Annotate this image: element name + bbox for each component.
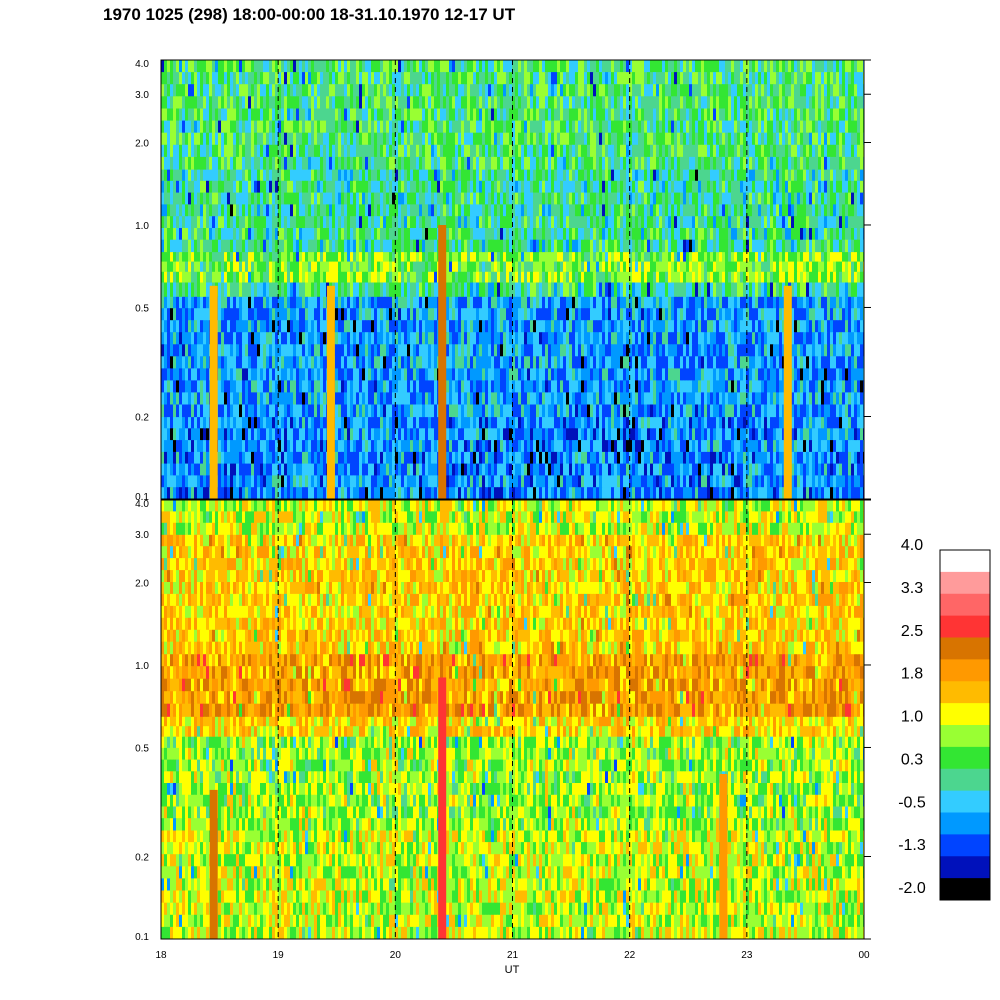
spectrogram-panel-2 xyxy=(160,499,865,940)
colorbar-label-1: 3.3 xyxy=(901,580,923,597)
spectrogram-panel-1 xyxy=(160,59,865,500)
y-tick-label-2-1: 0.2 xyxy=(135,853,149,864)
y-tick-label-2-0: 0.1 xyxy=(135,932,149,943)
colorbar-segment-5 xyxy=(940,659,990,682)
feature-streak-4 xyxy=(783,285,792,499)
colorbar-segment-11 xyxy=(940,790,990,813)
spectrogram-cells xyxy=(161,60,864,499)
colorbar-label-2: 2.5 xyxy=(901,623,923,640)
colorbar-segment-10 xyxy=(940,768,990,792)
colorbar-label-7: -1.3 xyxy=(898,837,926,854)
colorbar-label-0: 4.0 xyxy=(901,537,923,554)
x-tick-label-4: 22 xyxy=(624,950,636,961)
feature-streak-3 xyxy=(209,789,218,939)
y-tick-label-2-4: 2.0 xyxy=(135,578,149,589)
chart-title: 1970 1025 (298) 18:00-00:00 18-31.10.197… xyxy=(103,5,516,24)
colorbar-label-3: 1.8 xyxy=(901,666,923,683)
colorbar-segment-12 xyxy=(940,812,990,835)
x-tick-label-0: 18 xyxy=(155,950,167,961)
colorbar-segment-4 xyxy=(940,637,990,660)
y-tick-label-2-5: 3.0 xyxy=(135,530,149,541)
x-tick-label-6: 00 xyxy=(858,950,870,961)
colorbar-segment-13 xyxy=(940,834,990,857)
x-axis-label: UT xyxy=(505,964,520,976)
colorbar-label-5: 0.3 xyxy=(901,751,923,768)
spectrogram-panels xyxy=(160,59,865,940)
feature-streak-3 xyxy=(326,285,335,499)
y-tick-label-1-5: 3.0 xyxy=(135,90,149,101)
colorbar-segment-3 xyxy=(940,615,990,638)
feature-streak-2 xyxy=(719,774,728,939)
feature-streak-1 xyxy=(438,677,447,939)
spectrogram-cells xyxy=(161,500,864,939)
colorbar: 4.0 3.3 2.5 1.8 1.0 0.3 -0.5 -1.3 -2.0 xyxy=(898,537,991,901)
x-tick-label-5: 23 xyxy=(741,950,753,961)
y-tick-label-1-2: 0.5 xyxy=(135,303,149,314)
colorbar-segment-7 xyxy=(940,703,990,726)
colorbar-segment-2 xyxy=(940,593,990,617)
y-tick-label-1-6: 4.0 xyxy=(135,59,149,70)
colorbar-segment-1 xyxy=(940,571,990,595)
y-tick-label-2-2: 0.5 xyxy=(135,743,149,754)
axes: 0.10.20.51.02.03.04.00.10.20.51.02.03.04… xyxy=(135,59,871,961)
colorbar-segment-0 xyxy=(940,550,990,573)
colorbar-label-8: -2.0 xyxy=(898,880,926,897)
colorbar-segment-14 xyxy=(940,856,990,879)
y-tick-label-1-1: 0.2 xyxy=(135,413,149,424)
y-tick-label-2-6: 4.0 xyxy=(135,499,149,510)
colorbar-label-4: 1.0 xyxy=(901,709,923,726)
x-tick-label-1: 19 xyxy=(273,950,285,961)
colorbar-label-6: -0.5 xyxy=(898,794,926,811)
x-tick-label-2: 20 xyxy=(390,950,402,961)
x-tick-label-3: 21 xyxy=(507,950,519,961)
y-tick-label-1-0: 0.1 xyxy=(135,492,149,503)
colorbar-segment-6 xyxy=(940,681,990,704)
colorbar-frame xyxy=(939,549,991,901)
y-tick-label-1-3: 1.0 xyxy=(135,221,149,232)
colorbar-segment-9 xyxy=(940,746,990,770)
y-tick-label-2-3: 1.0 xyxy=(135,661,149,672)
colorbar-segment-15 xyxy=(940,878,990,901)
feature-streak-1 xyxy=(438,225,447,499)
colorbar-segment-8 xyxy=(940,725,990,748)
feature-streak-2 xyxy=(209,285,218,499)
y-tick-label-1-4: 2.0 xyxy=(135,138,149,149)
